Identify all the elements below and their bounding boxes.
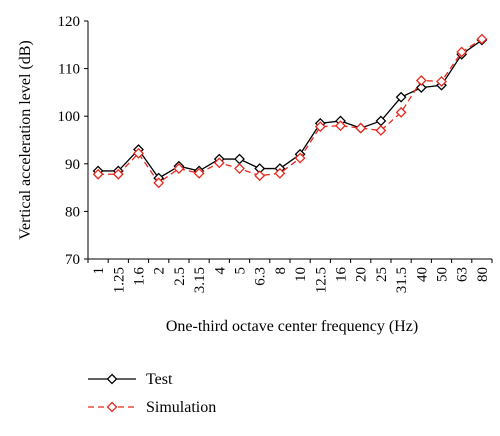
y-tick-label: 80: [65, 204, 80, 220]
x-tick-label: 63: [455, 267, 471, 282]
x-tick-label: 12.5: [313, 267, 329, 293]
legend-marker-simulation: [106, 401, 118, 413]
x-tick-label: 2.5: [172, 267, 188, 286]
data-point-simulation: [153, 177, 165, 189]
x-tick-label: 6.3: [253, 267, 269, 286]
data-point-simulation: [92, 168, 104, 180]
series-layer: [92, 33, 488, 189]
x-tick-label: 8: [273, 267, 289, 275]
legend-label-simulation: Simulation: [146, 399, 216, 416]
legend: Test Simulation: [88, 371, 216, 416]
x-tick-label: 1: [91, 267, 107, 275]
x-tick-label: 50: [435, 267, 451, 282]
data-point-simulation: [456, 46, 468, 58]
x-tick-label: 3.15: [192, 267, 208, 293]
data-point-simulation: [173, 163, 185, 174]
data-point-simulation: [395, 106, 407, 118]
data-point-simulation: [112, 168, 124, 180]
data-point-simulation: [193, 167, 205, 179]
data-point-simulation: [213, 157, 225, 169]
x-tick-label: 1.6: [132, 267, 148, 286]
y-tick-label: 90: [65, 157, 80, 173]
series-simulation: [92, 33, 488, 189]
data-point-test: [395, 91, 407, 103]
x-tick-label: 20: [354, 267, 370, 282]
x-tick-label: 80: [475, 267, 491, 282]
axes: 70 80 90 100 110 120 1 1.25 1.6 2 2.5 3.15 4 5 6.3 8 10 1…: [58, 14, 493, 293]
y-axis-label: Vertical acceleration level (dB): [17, 40, 34, 239]
y-tick-label: 110: [58, 62, 80, 78]
x-tick-label: 16: [334, 267, 350, 283]
series-test: [92, 34, 488, 184]
data-point-simulation: [355, 122, 367, 134]
data-point-simulation: [436, 76, 447, 87]
x-tick-label: 25: [374, 267, 390, 282]
data-point-test: [234, 153, 245, 165]
legend-label-test: Test: [146, 371, 173, 388]
x-axis-label: One-third octave center frequency (Hz): [166, 318, 418, 335]
y-tick-label: 70: [65, 252, 80, 268]
data-point-simulation: [234, 163, 245, 174]
y-tick-label: 100: [58, 109, 81, 125]
x-tick-label: 1.25: [111, 267, 127, 293]
data-point-test: [415, 82, 427, 94]
x-tick-label: 40: [414, 267, 430, 282]
legend-marker-test: [106, 373, 118, 385]
y-tick-label: 120: [58, 14, 81, 30]
data-point-simulation: [375, 125, 387, 136]
data-point-simulation: [335, 120, 346, 132]
data-point-simulation: [294, 152, 306, 164]
x-tick-label: 31.5: [394, 267, 410, 293]
data-point-simulation: [314, 121, 326, 133]
data-point-simulation: [415, 75, 427, 86]
x-tick-label: 2: [152, 267, 168, 275]
data-point-simulation: [274, 167, 286, 179]
series-line-test: [98, 39, 483, 179]
x-tick-label: 5: [233, 267, 249, 275]
data-point-simulation: [476, 33, 488, 45]
data-point-simulation: [133, 147, 144, 159]
x-tick-label: 10: [293, 267, 309, 282]
data-point-simulation: [254, 170, 266, 182]
x-tick-label: 4: [212, 267, 228, 275]
